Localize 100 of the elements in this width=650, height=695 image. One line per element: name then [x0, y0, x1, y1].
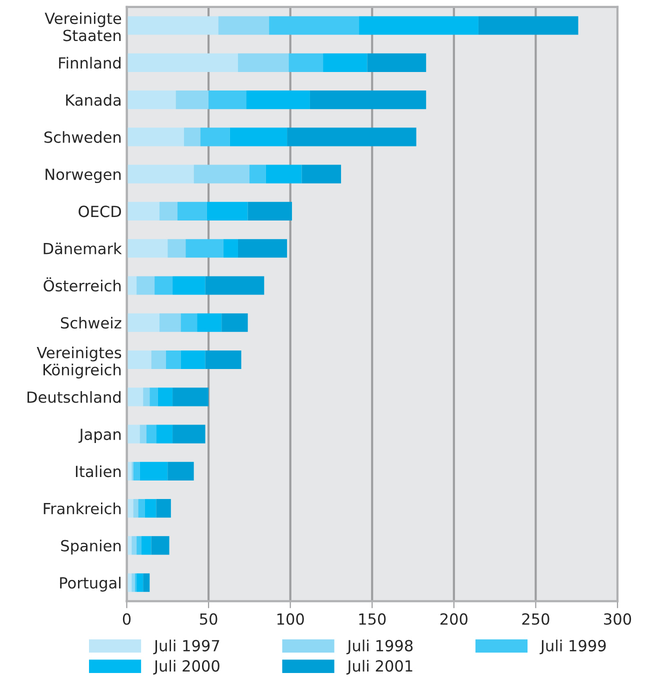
bar — [159, 202, 178, 220]
bar — [302, 164, 342, 184]
bar — [126, 239, 168, 258]
legend-label: Juli 2000 — [153, 660, 220, 675]
bar — [126, 202, 160, 220]
y-tick-label: Norwegen — [46, 168, 121, 184]
bar — [172, 424, 206, 444]
bar — [323, 53, 368, 72]
bar — [154, 276, 173, 295]
bar — [126, 128, 184, 146]
bar — [138, 499, 145, 518]
bar — [126, 16, 218, 35]
y-tick-label: Frankreich — [44, 502, 121, 514]
x-tick-label: 0 — [122, 613, 131, 625]
bar — [126, 313, 160, 332]
bar — [249, 164, 266, 184]
bar — [208, 90, 246, 110]
bar — [151, 536, 170, 555]
y-tick-label: Spanien — [61, 540, 121, 554]
x-tick-label: 300 — [604, 613, 632, 625]
y-tick-label: Portugal — [60, 576, 120, 592]
bar — [143, 388, 150, 406]
bar — [310, 90, 426, 110]
bar — [132, 536, 137, 555]
bar — [230, 128, 288, 146]
bar — [197, 313, 222, 332]
bar — [132, 573, 135, 592]
y-tick-label: Italien — [76, 465, 121, 478]
bar — [166, 350, 181, 370]
x-tick-label: 100 — [277, 613, 304, 625]
bar — [126, 164, 194, 184]
bar — [359, 16, 478, 35]
x-tick-label: 200 — [440, 613, 468, 625]
bar — [126, 388, 144, 406]
bar — [146, 424, 156, 444]
bar — [159, 313, 181, 332]
bar — [168, 462, 194, 480]
bar — [177, 202, 207, 220]
bar — [205, 276, 264, 295]
bar — [126, 90, 176, 110]
bar — [269, 16, 360, 35]
bar — [144, 499, 156, 518]
x-tick-label: 150 — [359, 613, 386, 625]
y-tick-label: Deutschland — [28, 391, 120, 403]
bar — [126, 424, 140, 444]
bar — [176, 90, 209, 110]
bar — [150, 388, 158, 406]
bar — [238, 53, 289, 72]
y-tick-label: Vereinigtes Königreich — [36, 346, 122, 378]
bar — [172, 388, 209, 406]
bar — [156, 499, 171, 518]
bar — [248, 202, 292, 220]
bar — [288, 53, 324, 72]
bar — [172, 276, 206, 295]
bar — [140, 462, 168, 480]
bar — [367, 53, 426, 72]
bar — [206, 202, 248, 220]
bar — [136, 573, 144, 592]
bar — [222, 313, 248, 332]
bar — [143, 573, 150, 592]
legend-label: Juli 1998 — [346, 640, 413, 654]
y-tick-label: Schweiz — [60, 316, 122, 329]
bar — [246, 90, 310, 110]
y-tick-label: Schweden — [44, 131, 121, 143]
x-tick-label: 50 — [200, 613, 218, 625]
y-tick-label: OECD — [78, 206, 121, 218]
y-tick-label: Japan — [78, 428, 121, 444]
bar — [156, 424, 173, 444]
bar — [218, 16, 270, 35]
bar — [141, 536, 152, 555]
bar — [287, 128, 416, 146]
bar — [194, 164, 250, 184]
bar — [140, 424, 146, 444]
bar — [126, 350, 152, 370]
bar — [186, 239, 224, 258]
bar — [184, 128, 200, 146]
bar — [205, 350, 242, 370]
bar — [266, 164, 302, 184]
x-tick-label: 250 — [522, 613, 550, 625]
bar — [180, 350, 206, 370]
legend-label: Juli 1999 — [540, 640, 606, 654]
bar — [136, 276, 155, 295]
bar — [180, 313, 198, 332]
bar — [168, 239, 186, 258]
bar — [223, 239, 238, 258]
bar — [478, 16, 578, 35]
y-tick-label: Kanada — [66, 94, 120, 106]
y-tick-label: Österreich — [44, 277, 121, 292]
bar — [133, 462, 140, 480]
y-tick-label: Dänemark — [44, 242, 122, 254]
y-tick-label: Finnland — [59, 56, 120, 69]
bar — [151, 350, 166, 370]
bar — [238, 239, 288, 258]
bar — [158, 388, 173, 406]
legend-label: Juli 2001 — [346, 660, 412, 675]
y-tick-label: Vereinigte Staaten — [44, 12, 122, 42]
bar — [200, 128, 230, 146]
bar — [126, 53, 238, 72]
bar — [136, 536, 142, 555]
bar — [133, 499, 138, 518]
